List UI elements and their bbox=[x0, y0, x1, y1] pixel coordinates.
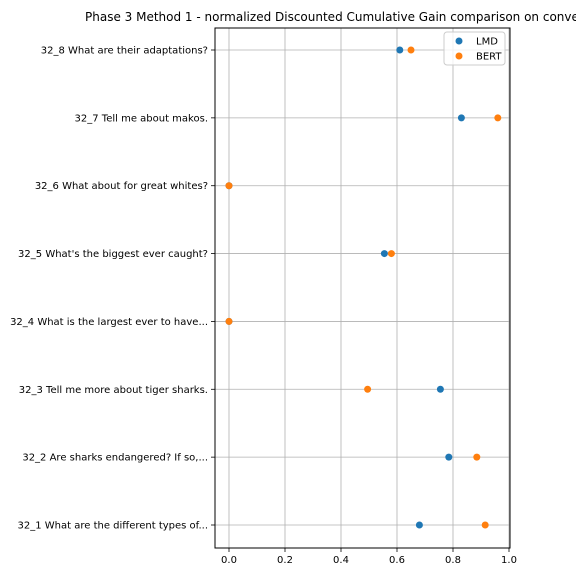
y-tick-label: 32_8 What are their adaptations? bbox=[41, 46, 208, 57]
data-point-lmd bbox=[380, 250, 388, 258]
legend-marker-lmd bbox=[455, 37, 463, 45]
data-points bbox=[225, 46, 502, 529]
y-tick-label: 32_7 Tell me about makos. bbox=[75, 113, 208, 124]
data-point-bert bbox=[364, 385, 372, 393]
x-tick-label: 0.0 bbox=[221, 555, 237, 566]
legend-marker-bert bbox=[455, 52, 463, 60]
plot-frame bbox=[214, 27, 511, 549]
data-point-bert bbox=[407, 46, 415, 54]
data-point-bert bbox=[225, 317, 233, 325]
legend-label-lmd: LMD bbox=[476, 37, 498, 48]
data-point-bert bbox=[225, 182, 233, 190]
data-point-lmd bbox=[396, 46, 404, 54]
data-point-bert bbox=[494, 114, 502, 122]
x-tick-label: 0.2 bbox=[277, 555, 293, 566]
chart-title: Phase 3 Method 1 - normalized Discounted… bbox=[85, 10, 576, 24]
y-tick-label: 32_3 Tell me more about tiger sharks. bbox=[19, 385, 208, 396]
legend-label-bert: BERT bbox=[476, 52, 502, 63]
data-point-bert bbox=[473, 453, 481, 461]
y-tick-label: 32_5 What's the biggest ever caught? bbox=[18, 249, 208, 260]
data-point-lmd bbox=[457, 114, 465, 122]
x-tick-label: 1.0 bbox=[501, 555, 517, 566]
data-point-lmd bbox=[415, 521, 423, 529]
y-tick-label: 32_4 What is the largest ever to have... bbox=[10, 317, 208, 328]
axis-ticks: 0.0 0.2 0.4 0.6 0.8 1.0 32_1 What are the diff… bbox=[10, 46, 517, 567]
x-tick-label: 0.6 bbox=[389, 555, 405, 566]
y-tick-label: 32_6 What about for great whites? bbox=[35, 181, 208, 192]
data-point-lmd bbox=[436, 385, 444, 393]
x-tick-label: 0.8 bbox=[445, 555, 461, 566]
data-point-bert bbox=[481, 521, 489, 529]
legend: LMD BERT bbox=[443, 31, 506, 66]
y-tick-label: 32_1 What are the different types of... bbox=[18, 521, 208, 532]
data-point-bert bbox=[387, 250, 395, 258]
y-tick-label: 32_2 Are sharks endangered? If so,... bbox=[22, 453, 208, 464]
data-point-lmd bbox=[445, 453, 453, 461]
grid bbox=[215, 28, 510, 548]
x-tick-label: 0.4 bbox=[333, 555, 349, 566]
